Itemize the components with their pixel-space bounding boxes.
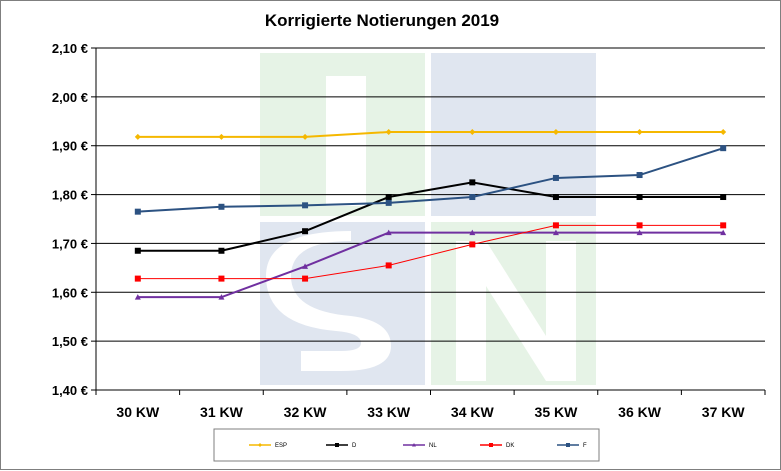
- legend-entry-d: D: [326, 443, 357, 449]
- data-point: [218, 275, 225, 282]
- x-tick-label: 32 KW: [284, 404, 328, 420]
- legend-label: NL: [429, 443, 437, 449]
- y-tick-label: 1,70 €: [52, 236, 88, 251]
- legend-label: D: [352, 443, 357, 449]
- legend-label: F: [583, 443, 587, 449]
- x-tick-label: 34 KW: [451, 404, 495, 420]
- data-point: [134, 208, 141, 215]
- data-point: [636, 172, 643, 179]
- x-tick-label: 35 KW: [535, 404, 579, 420]
- y-tick-label: 1,40 €: [52, 383, 88, 398]
- data-point: [385, 194, 392, 201]
- data-point: [385, 229, 392, 236]
- data-point: [552, 194, 559, 201]
- series-line: [137, 181, 724, 252]
- legend-entry-nl: NL: [403, 443, 437, 449]
- data-point: [636, 129, 643, 136]
- data-point: [552, 229, 559, 236]
- data-point: [636, 222, 643, 229]
- legend: ESP D NL DK F: [249, 443, 587, 449]
- y-tick-label: 2,10 €: [52, 41, 88, 56]
- x-tick-label: 36 KW: [618, 404, 662, 420]
- data-point: [720, 145, 727, 152]
- data-point: [218, 294, 225, 300]
- series-dk: [134, 222, 727, 282]
- data-point: [302, 202, 309, 209]
- y-tick-label: 1,80 €: [52, 188, 88, 203]
- data-point: [385, 262, 392, 269]
- data-point: [552, 222, 559, 229]
- series-line: [137, 147, 724, 213]
- data-point: [218, 133, 225, 140]
- data-point: [335, 443, 339, 447]
- x-tick-label: 33 KW: [367, 404, 411, 420]
- data-point: [720, 229, 727, 236]
- series-lines: [134, 129, 727, 300]
- data-point: [720, 194, 727, 201]
- data-point: [552, 174, 559, 181]
- data-point: [552, 129, 559, 136]
- data-point: [469, 179, 476, 186]
- legend-label: ESP: [275, 443, 287, 449]
- series-nl: [134, 229, 727, 300]
- data-point: [302, 228, 309, 235]
- data-point: [469, 129, 476, 136]
- data-point: [720, 222, 727, 229]
- data-point: [302, 275, 309, 282]
- data-point: [469, 229, 476, 236]
- x-tick-label: 37 KW: [702, 404, 746, 420]
- data-point: [469, 194, 476, 201]
- axes: 2,10 € 2,00 € 1,90 € 1,80 € 1,70 € 1,60 € 1,50…: [52, 41, 766, 420]
- data-point: [636, 194, 643, 201]
- data-point: [489, 443, 493, 447]
- series-esp: [134, 129, 727, 140]
- data-point: [218, 203, 225, 210]
- data-point: [566, 443, 570, 447]
- legend-entry-dk: DK: [480, 443, 514, 449]
- gridlines: [96, 47, 765, 391]
- data-point: [385, 199, 392, 206]
- data-point: [385, 129, 392, 136]
- series-line: [137, 231, 724, 299]
- data-point: [636, 229, 643, 236]
- x-tick-label: 31 KW: [200, 404, 244, 420]
- legend-label: DK: [506, 443, 514, 449]
- data-point: [134, 294, 141, 300]
- data-point: [218, 247, 225, 254]
- data-point: [302, 133, 309, 140]
- y-tick-label: 1,60 €: [52, 285, 88, 300]
- data-point: [258, 443, 262, 447]
- data-point: [469, 241, 476, 248]
- data-point: [134, 275, 141, 282]
- series-d: [134, 179, 727, 254]
- data-point: [412, 443, 416, 447]
- legend-entry-f: F: [557, 443, 587, 449]
- x-tick-label: 30 KW: [116, 404, 160, 420]
- watermark-logo: [260, 53, 596, 385]
- series-f: [134, 145, 727, 215]
- y-tick-label: 1,90 €: [52, 139, 88, 154]
- series-line: [137, 224, 724, 280]
- data-point: [720, 129, 727, 136]
- series-line: [137, 131, 724, 138]
- y-tick-label: 1,50 €: [52, 334, 88, 349]
- y-tick-label: 2,00 €: [52, 90, 88, 105]
- chart-title: Korrigierte Notierungen 2019: [265, 11, 499, 30]
- legend-entry-esp: ESP: [249, 443, 287, 449]
- data-point: [134, 133, 141, 140]
- data-point: [134, 247, 141, 254]
- data-point: [302, 263, 309, 269]
